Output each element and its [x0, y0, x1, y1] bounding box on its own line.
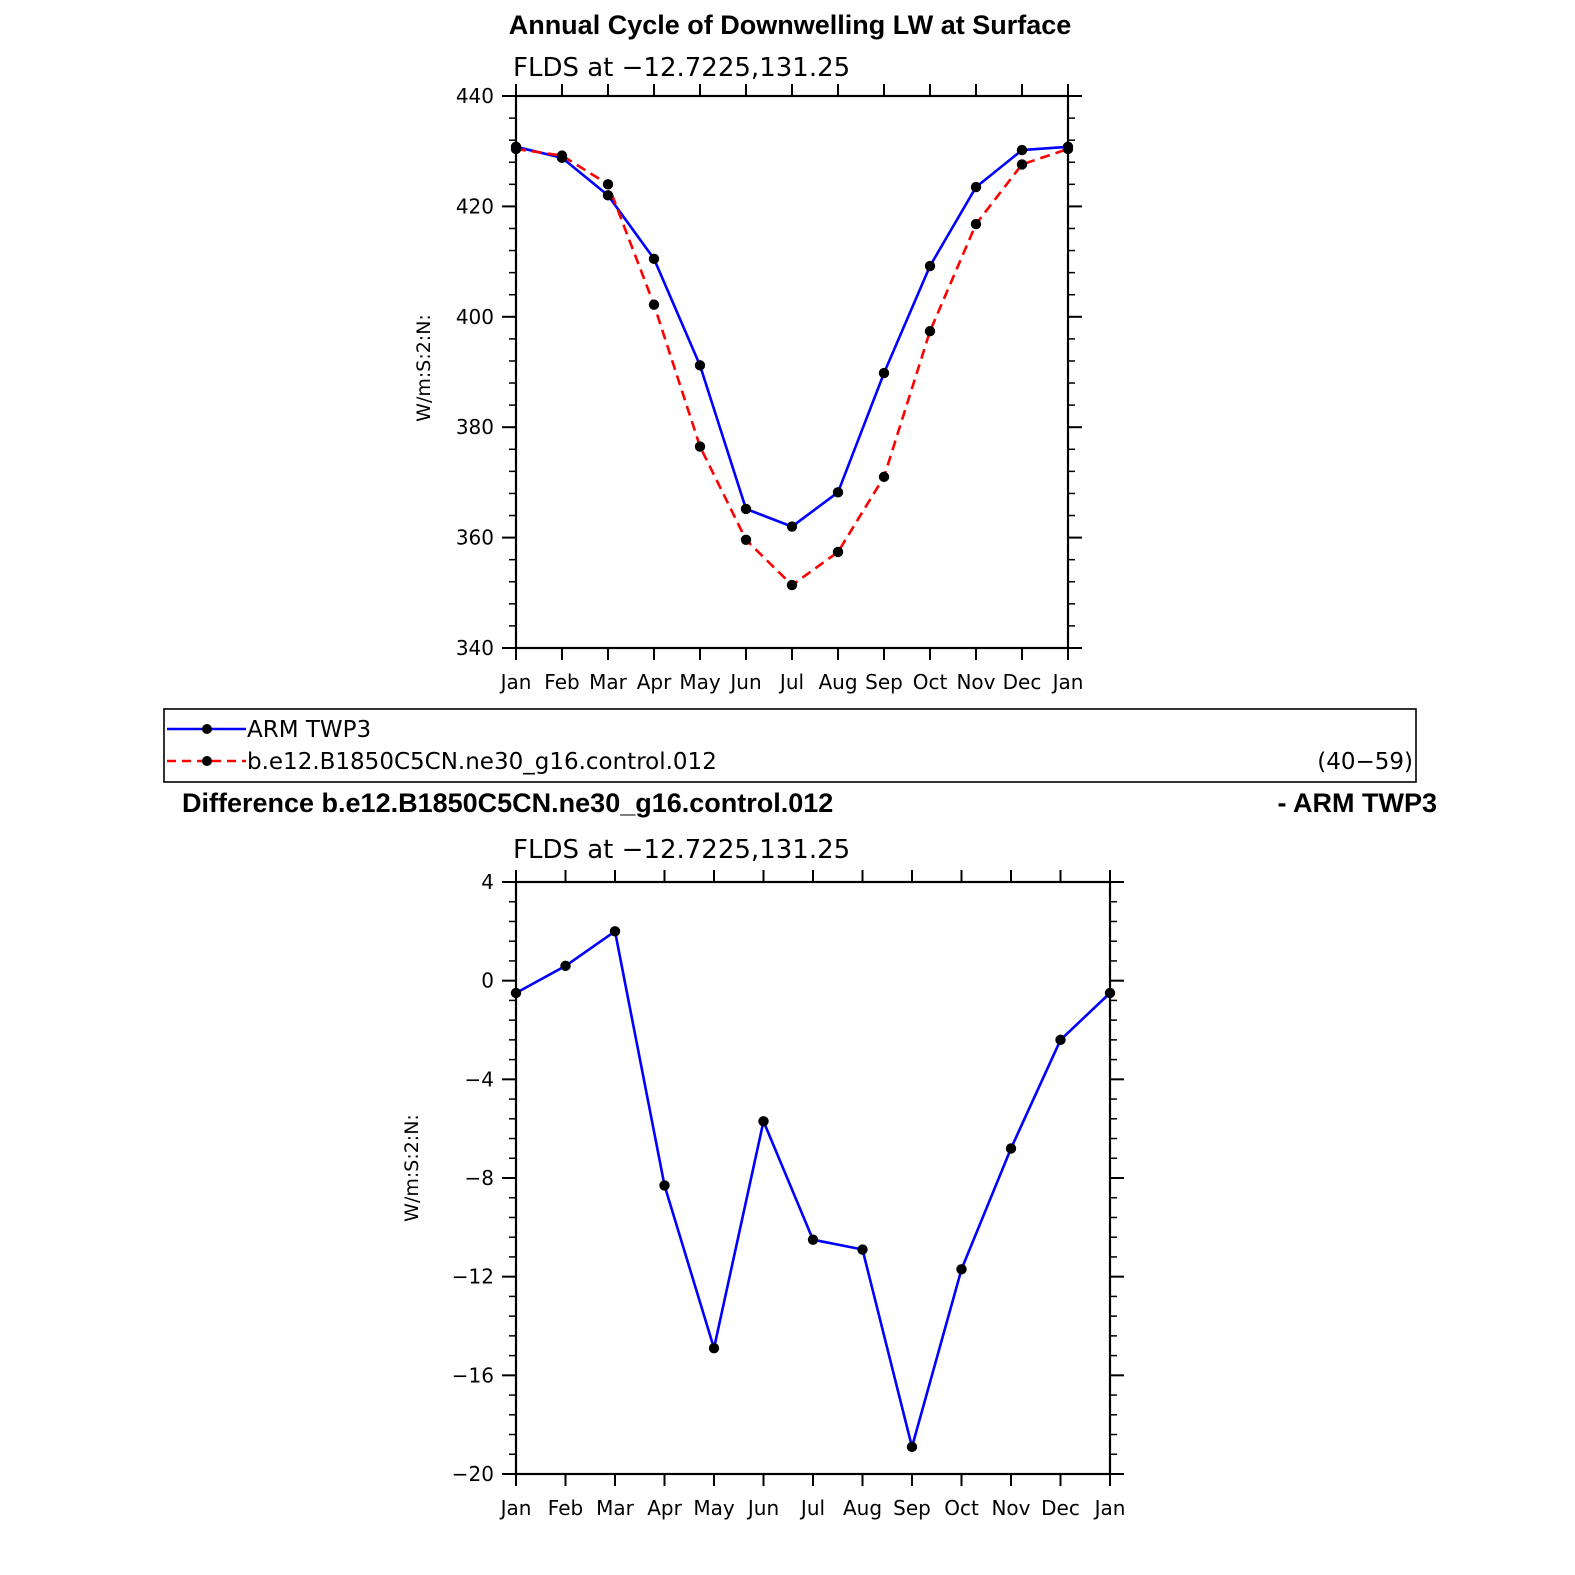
chart2-series-0-point: [609, 926, 621, 937]
chart2-xtick-label: Jan: [499, 1496, 532, 1520]
legend-label-arm: ARM TWP3: [247, 717, 371, 743]
chart1-series-1-point: [970, 218, 982, 230]
chart2-ylabel: W/m:S:2:N:: [401, 1114, 423, 1222]
chart2-series-0-point: [560, 960, 571, 972]
legend-years: (40−59): [1317, 749, 1413, 775]
legend-box: [163, 708, 1417, 783]
chart1-xtick-label: Feb: [544, 670, 579, 694]
chart1-series-1-point: [602, 179, 614, 190]
chart1-xtick-label: Oct: [913, 670, 948, 694]
chart2-xtick-label: Jan: [1093, 1496, 1126, 1520]
chart1-series-1-point: [878, 471, 890, 483]
chart1-series-1-point: [1062, 143, 1074, 155]
chart1-series-0-point: [1016, 144, 1028, 156]
chart2-ytick-label: 0: [481, 969, 494, 993]
chart2-xtick-label: Mar: [596, 1496, 635, 1520]
chart1-series-1-point: [832, 546, 844, 558]
chart1-xtick-label: Jan: [1051, 670, 1084, 694]
chart2-series-0-point: [906, 1441, 918, 1453]
chart2-series-0-point: [659, 1180, 670, 1191]
chart1-xtick-label: Sep: [865, 670, 903, 694]
chart2-xtick-label: May: [693, 1496, 735, 1520]
chart1-subtitle: FLDS at −12.7225,131.25: [513, 53, 850, 83]
chart1-series-0-point: [740, 503, 752, 515]
chart2-series-0-line: [515, 929, 1111, 1449]
chart1-series-0-point: [832, 487, 844, 498]
chart1-xtick-label: Jun: [728, 670, 761, 694]
chart1-plot: Jan Feb Mar Apr May Jun Jul Aug Sep Oct Nov Dec Jan3…: [456, 84, 1084, 694]
chart2-series-0-point: [1104, 987, 1116, 999]
chart2-title-right: - ARM TWP3: [1278, 788, 1437, 818]
chart1-xtick-label: Aug: [818, 670, 857, 694]
chart2-frame: [514, 880, 1112, 1476]
chart1-xtick-label: Mar: [589, 670, 628, 694]
chart1-series-1-point: [648, 299, 660, 310]
chart2-ytick-label: −8: [465, 1166, 494, 1190]
chart2-series-0-point: [956, 1264, 967, 1275]
chart1-series-1-point: [556, 150, 568, 161]
chart1-series-0-point: [786, 521, 798, 532]
chart1-ytick-label: 400: [456, 305, 494, 329]
chart2-ytick-label: −12: [452, 1265, 494, 1289]
chart2-xtick-label: Sep: [893, 1496, 931, 1520]
chart1-series-1-point: [1016, 159, 1028, 170]
chart1-ytick-label: 340: [456, 636, 494, 660]
chart1-xtick-label: Apr: [637, 670, 672, 694]
chart2-xtick-label: Oct: [944, 1496, 979, 1520]
chart1-ytick-label: 420: [456, 194, 494, 218]
chart2-xtick-label: Jul: [799, 1496, 825, 1520]
chart1-xtick-label: Dec: [1003, 670, 1042, 694]
chart1-series-0-point: [970, 181, 982, 193]
chart1-series-1-point: [510, 143, 522, 155]
legend-marker-arm: [202, 724, 212, 734]
chart1-series-0-point: [924, 260, 936, 272]
chart1-series-0-point: [602, 190, 614, 201]
chart1-xtick-label: Nov: [956, 670, 995, 694]
legend-label-model: b.e12.B1850C5CN.ne30_g16.control.012: [247, 749, 717, 775]
chart2-xtick-label: Jun: [746, 1496, 779, 1520]
chart2-subtitle: FLDS at −12.7225,131.25: [513, 835, 850, 865]
chart1-ytick-label: 380: [456, 415, 494, 439]
chart2-ytick-label: −16: [452, 1363, 494, 1387]
chart1-series-0-point: [878, 367, 890, 379]
chart2-xtick-label: Aug: [843, 1496, 882, 1520]
chart2-ytick-label: 4: [481, 870, 494, 894]
chart1-series-1-point: [694, 441, 706, 452]
chart1-ytick-label: 360: [456, 526, 494, 550]
chart2-title-left: Difference b.e12.B1850C5CN.ne30_g16.cont…: [182, 788, 833, 818]
chart1-ytick-label: 440: [456, 84, 494, 108]
chart2-series-0-point: [708, 1343, 720, 1354]
chart2-series-0-point: [510, 987, 522, 999]
chart1-ylabel: W/m:S:2:N:: [413, 314, 435, 422]
chart2-xtick-label: Dec: [1041, 1496, 1080, 1520]
chart2-plot: Jan Feb Mar Apr May Jun Jul Aug Sep Oct Nov Dec Jan−…: [452, 870, 1126, 1520]
chart2-series-0-point: [1005, 1143, 1017, 1154]
chart1-series-1-point: [786, 579, 798, 591]
chart2-xtick-label: Nov: [991, 1496, 1030, 1520]
chart1-xtick-label: Jul: [778, 670, 804, 694]
chart2-series-0-point: [857, 1244, 868, 1255]
chart1-series-0-line: [515, 145, 1069, 528]
chart1-series-0-point: [648, 253, 660, 265]
legend: ARM TWP3 b.e12.B1850C5CN.ne30_g16.contro…: [163, 708, 1417, 783]
chart1-series-1-point: [924, 325, 936, 337]
chart2-ytick-label: −4: [465, 1067, 494, 1091]
chart2-xtick-label: Feb: [548, 1496, 583, 1520]
chart1-xtick-label: Jan: [499, 670, 532, 694]
chart2-series-0-point: [807, 1234, 819, 1245]
legend-marker-model: [202, 756, 212, 766]
chart1-series-1-point: [740, 534, 752, 546]
chart1-xtick-label: May: [679, 670, 721, 694]
chart2-series-0-point: [1055, 1034, 1066, 1046]
chart2-series-0-point: [758, 1116, 769, 1127]
chart2-ytick-label: −20: [452, 1462, 494, 1486]
chart2-xtick-label: Apr: [647, 1496, 682, 1520]
chart1-series-0-point: [694, 360, 706, 371]
chart1-series-1-line: [515, 147, 1069, 587]
chart1-title: Annual Cycle of Downwelling LW at Surfac…: [509, 10, 1072, 40]
